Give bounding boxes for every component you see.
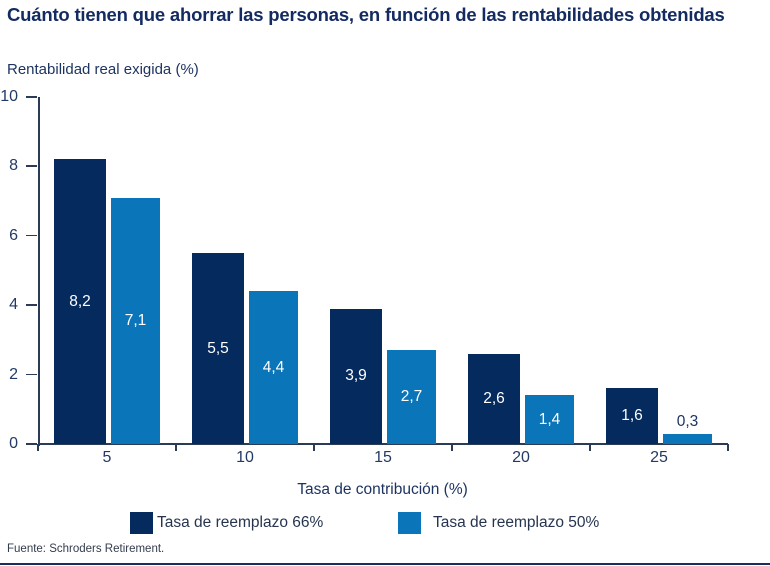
- y-axis-tick: [26, 443, 37, 445]
- x-axis-tick: [589, 444, 591, 451]
- legend-label-66: Tasa de reemplazo 66%: [157, 514, 324, 531]
- y-axis-tick: [26, 234, 37, 237]
- bar-value-label: 1,4: [538, 410, 561, 428]
- bar-value-label: 4,4: [262, 358, 285, 376]
- chart-title: Cuánto tienen que ahorrar las personas, …: [7, 4, 725, 25]
- y-axis-tick: [26, 304, 37, 306]
- bar-value-label: 7,1: [124, 311, 147, 329]
- y-tick-label: 2: [9, 365, 18, 383]
- y-axis-tick: [26, 373, 37, 376]
- x-tick-label: 20: [512, 449, 530, 466]
- y-axis-line: [38, 97, 40, 446]
- bar-tasa-de-reemplazo-50--10: [249, 291, 298, 444]
- x-tick-label: 15: [374, 449, 392, 466]
- legend-item-66: [130, 512, 153, 534]
- x-axis-tick: [313, 444, 315, 451]
- x-axis-tick: [451, 444, 453, 451]
- bar-tasa-de-reemplazo-50--5: [111, 197, 160, 444]
- y-tick-label: 6: [9, 226, 18, 244]
- y-tick-label: 8: [9, 157, 18, 175]
- bar-tasa-de-reemplazo-66--5: [54, 159, 106, 444]
- bar-value-label: 8,2: [69, 292, 91, 310]
- source-note: Fuente: Schroders Retirement.: [7, 543, 165, 555]
- bar-value-label: 5,5: [207, 339, 229, 357]
- x-axis-tick: [175, 444, 177, 451]
- x-tick-label: 10: [236, 449, 254, 466]
- y-tick-label: 0: [9, 435, 18, 452]
- x-axis-line: [38, 443, 728, 445]
- bar-tasa-de-reemplazo-66--25: [606, 388, 658, 444]
- bar-tasa-de-reemplazo-66--10: [192, 253, 244, 444]
- x-axis-title: Tasa de contribución (%): [297, 481, 468, 498]
- legend-item-50: [398, 512, 421, 534]
- y-axis-tick: [26, 165, 37, 167]
- bar-value-label: 2,7: [400, 388, 423, 406]
- bar-tasa-de-reemplazo-50--20: [525, 395, 574, 444]
- x-axis-tick: [37, 444, 39, 451]
- bar-value-label: 1,6: [621, 407, 643, 425]
- x-axis-tick: [727, 444, 729, 451]
- bar-tasa-de-reemplazo-66--20: [468, 353, 520, 444]
- y-tick-label: 10: [0, 88, 18, 105]
- bar-tasa-de-reemplazo-66--15: [330, 308, 382, 444]
- bar-tasa-de-reemplazo-50--15: [387, 350, 436, 444]
- bar-tasa-de-reemplazo-50--25: [663, 433, 712, 444]
- legend-swatch-66: [130, 512, 153, 534]
- y-tick-label: 4: [9, 296, 18, 314]
- bottom-divider: [0, 563, 770, 565]
- bar-value-label: 0,3: [676, 412, 699, 430]
- y-axis-title: Rentabilidad real exigida (%): [7, 61, 199, 78]
- x-tick-label: 5: [102, 449, 112, 466]
- bar-value-label: 3,9: [345, 367, 367, 385]
- bar-value-label: 2,6: [483, 389, 505, 407]
- legend-swatch-50: [398, 512, 421, 534]
- y-axis-tick: [26, 96, 37, 98]
- legend-label-50: Tasa de reemplazo 50%: [433, 514, 600, 531]
- x-tick-label: 25: [650, 449, 668, 466]
